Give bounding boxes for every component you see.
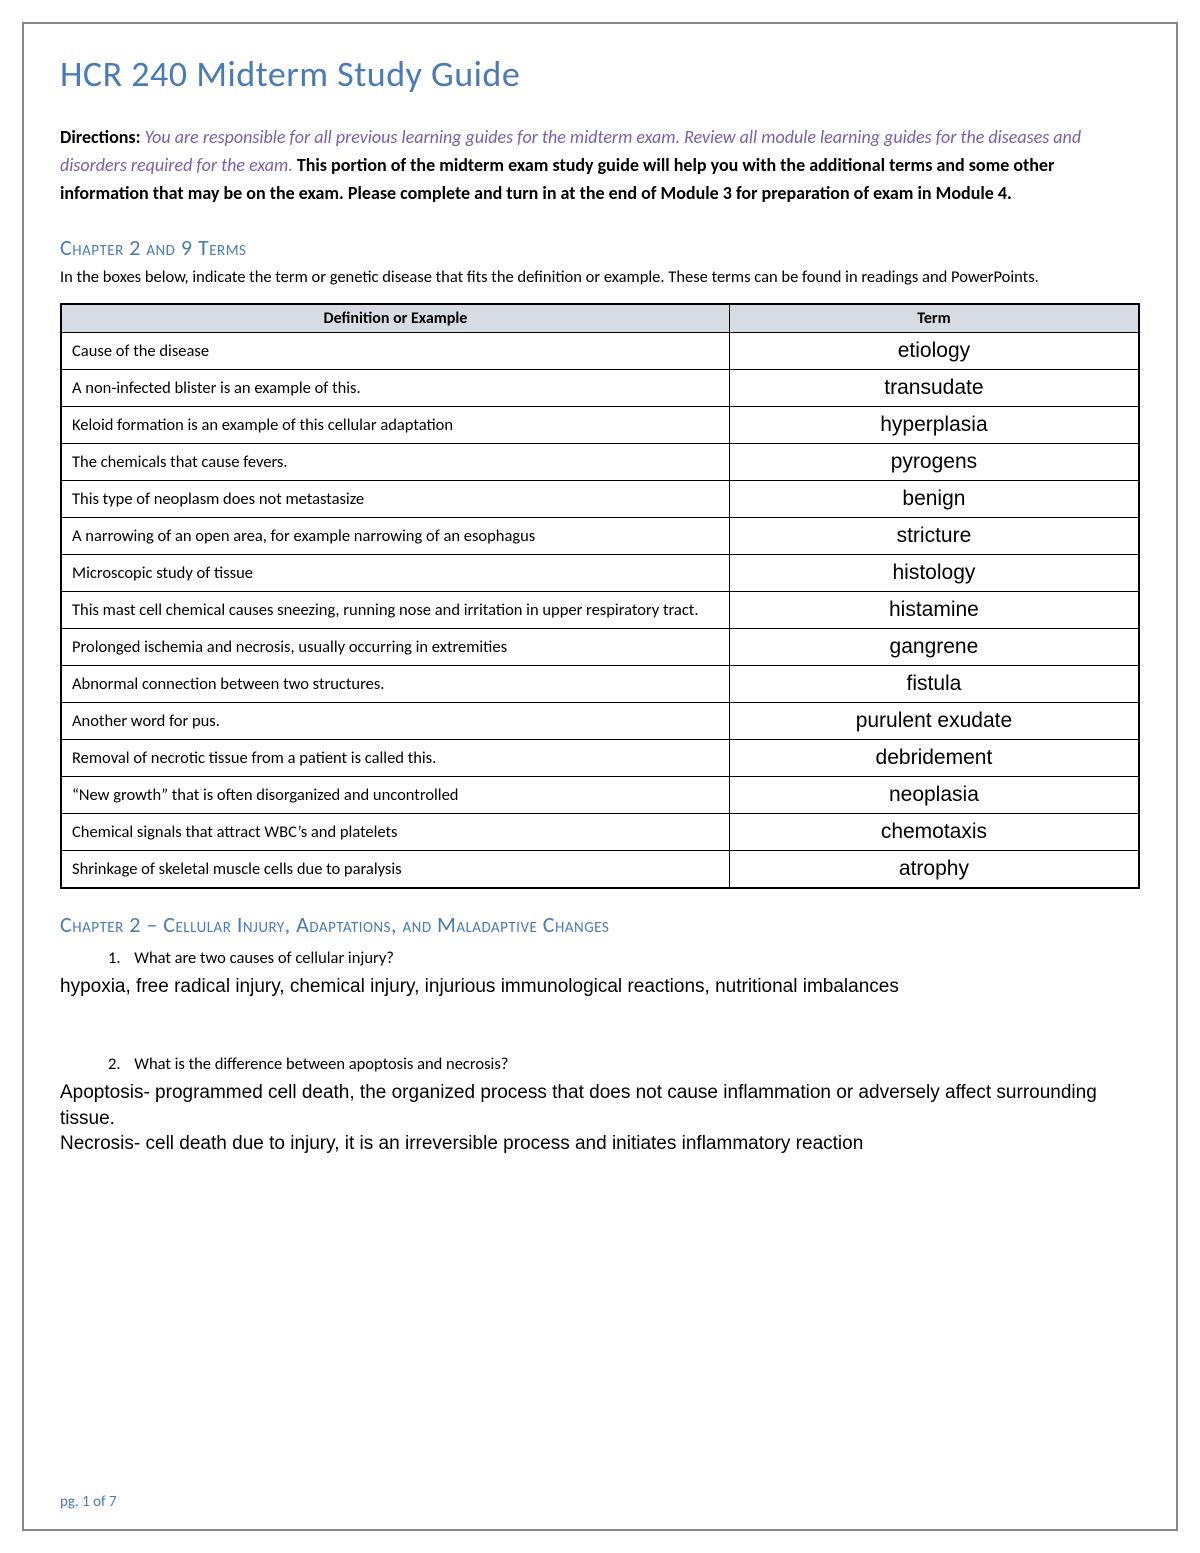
page-title: HCR 240 Midterm Study Guide: [60, 52, 1140, 96]
questions-block: 1. What are two causes of cellular injur…: [60, 948, 1140, 1157]
question-2-number: 2.: [108, 1054, 121, 1074]
table-row: Cause of the diseaseetiology: [61, 333, 1139, 370]
table-row: This mast cell chemical causes sneezing,…: [61, 592, 1139, 629]
term-cell: debridement: [729, 740, 1139, 777]
terms-table: Definition or Example Term Cause of the …: [60, 303, 1140, 889]
definition-cell: Shrinkage of skeletal muscle cells due t…: [61, 851, 729, 889]
term-cell: atrophy: [729, 851, 1139, 889]
section1-intro: In the boxes below, indicate the term or…: [60, 265, 1140, 290]
definition-cell: The chemicals that cause fevers.: [61, 444, 729, 481]
term-cell: chemotaxis: [729, 814, 1139, 851]
table-row: A narrowing of an open area, for example…: [61, 518, 1139, 555]
table-row: Removal of necrotic tissue from a patien…: [61, 740, 1139, 777]
term-cell: stricture: [729, 518, 1139, 555]
answer-2: Apoptosis- programmed cell death, the or…: [60, 1080, 1140, 1157]
term-cell: etiology: [729, 333, 1139, 370]
table-row: “New growth” that is often disorganized …: [61, 777, 1139, 814]
table-row: Chemical signals that attract WBC’s and …: [61, 814, 1139, 851]
table-row: Prolonged ischemia and necrosis, usually…: [61, 629, 1139, 666]
answer-1: hypoxia, free radical injury, chemical i…: [60, 974, 1140, 1000]
table-row: Abnormal connection between two structur…: [61, 666, 1139, 703]
term-cell: hyperplasia: [729, 407, 1139, 444]
table-row: Microscopic study of tissuehistology: [61, 555, 1139, 592]
col-header-definition: Definition or Example: [61, 304, 729, 333]
col-header-term: Term: [729, 304, 1139, 333]
table-row: Shrinkage of skeletal muscle cells due t…: [61, 851, 1139, 889]
question-1-text: What are two causes of cellular injury?: [134, 948, 394, 968]
term-cell: histology: [729, 555, 1139, 592]
table-row: This type of neoplasm does not metastasi…: [61, 481, 1139, 518]
question-2: 2. What is the difference between apopto…: [108, 1054, 1140, 1074]
definition-cell: Chemical signals that attract WBC’s and …: [61, 814, 729, 851]
definition-cell: Cause of the disease: [61, 333, 729, 370]
table-header-row: Definition or Example Term: [61, 304, 1139, 333]
section2-heading: Chapter 2 – Cellular Injury, Adaptations…: [60, 911, 1140, 938]
question-2-text: What is the difference between apoptosis…: [134, 1054, 508, 1074]
term-cell: histamine: [729, 592, 1139, 629]
table-row: Keloid formation is an example of this c…: [61, 407, 1139, 444]
question-1-number: 1.: [108, 948, 121, 968]
term-cell: transudate: [729, 370, 1139, 407]
definition-cell: Microscopic study of tissue: [61, 555, 729, 592]
table-row: Another word for pus.purulent exudate: [61, 703, 1139, 740]
definition-cell: Another word for pus.: [61, 703, 729, 740]
table-row: A non-infected blister is an example of …: [61, 370, 1139, 407]
term-cell: purulent exudate: [729, 703, 1139, 740]
term-cell: gangrene: [729, 629, 1139, 666]
term-cell: pyrogens: [729, 444, 1139, 481]
section1-heading: Chapter 2 and 9 Terms: [60, 234, 1140, 261]
definition-cell: Abnormal connection between two structur…: [61, 666, 729, 703]
definition-cell: Prolonged ischemia and necrosis, usually…: [61, 629, 729, 666]
page-container: HCR 240 Midterm Study Guide Directions: …: [0, 0, 1200, 1553]
definition-cell: This type of neoplasm does not metastasi…: [61, 481, 729, 518]
definition-cell: “New growth” that is often disorganized …: [61, 777, 729, 814]
definition-cell: Keloid formation is an example of this c…: [61, 407, 729, 444]
term-cell: benign: [729, 481, 1139, 518]
definition-cell: A non-infected blister is an example of …: [61, 370, 729, 407]
page-border: HCR 240 Midterm Study Guide Directions: …: [22, 22, 1178, 1531]
term-cell: neoplasia: [729, 777, 1139, 814]
question-1: 1. What are two causes of cellular injur…: [108, 948, 1140, 968]
table-row: The chemicals that cause fevers.pyrogens: [61, 444, 1139, 481]
term-cell: fistula: [729, 666, 1139, 703]
directions-label: Directions:: [60, 126, 141, 148]
definition-cell: A narrowing of an open area, for example…: [61, 518, 729, 555]
definition-cell: Removal of necrotic tissue from a patien…: [61, 740, 729, 777]
definition-cell: This mast cell chemical causes sneezing,…: [61, 592, 729, 629]
page-footer: pg. 1 of 7: [60, 1493, 117, 1511]
directions-paragraph: Directions: You are responsible for all …: [60, 124, 1140, 208]
